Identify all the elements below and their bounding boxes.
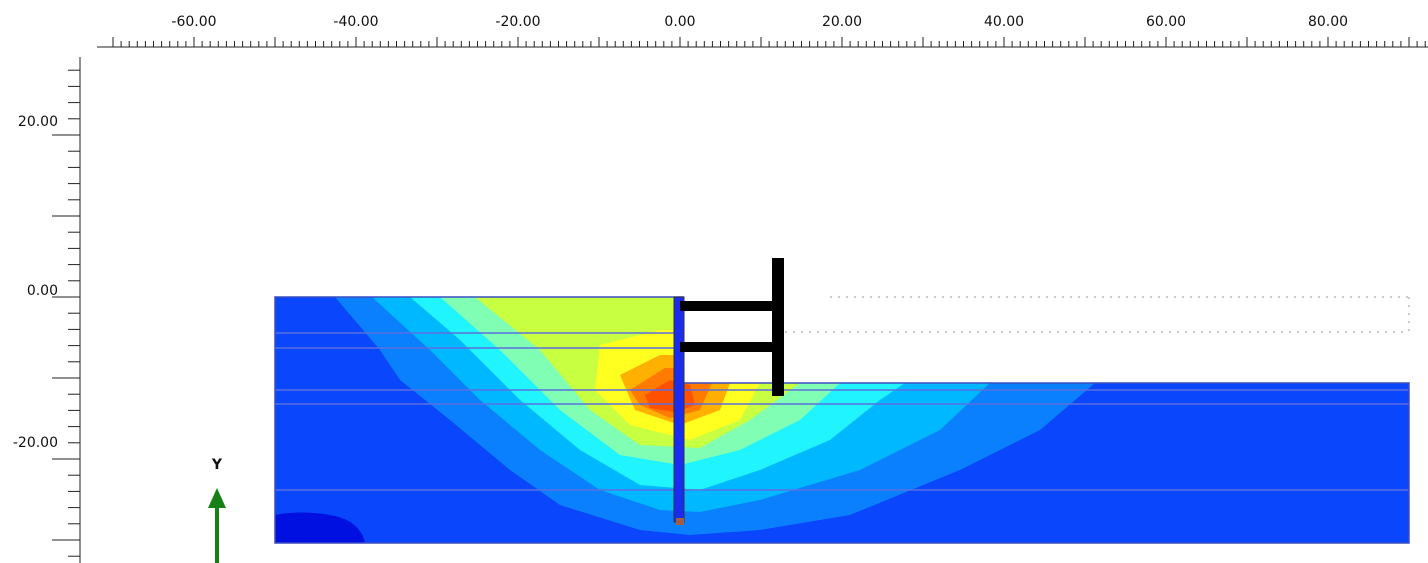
x-ruler-label: 60.00 [1146, 14, 1186, 30]
x-ruler-label: 0.00 [664, 14, 695, 30]
x-ruler-label: -20.00 [495, 14, 540, 30]
x-ruler-label: 40.00 [984, 14, 1024, 30]
excavated-outline [785, 296, 1410, 333]
diaphragm-wall [673, 296, 685, 523]
strut [680, 301, 778, 311]
axis-indicator: Y [208, 457, 226, 563]
retaining-beam [772, 258, 784, 396]
y-ruler-label: -20.00 [13, 435, 58, 451]
rulers: -60.00 -40.00 -20.00 0.00 20.00 40.00 60.00 80.… [13, 14, 1428, 563]
y-ruler-label: 0.00 [27, 283, 58, 299]
layer-boundaries [275, 332, 1409, 491]
y-arrow-head [208, 488, 226, 508]
x-ruler-label: -60.00 [171, 14, 216, 30]
x-ruler-label: 20.00 [822, 14, 862, 30]
soil-domain [274, 296, 1410, 544]
x-ruler-label: 80.00 [1308, 14, 1348, 30]
contour-min [275, 512, 365, 543]
strut [680, 342, 778, 352]
y-ruler-label: 20.00 [18, 114, 58, 130]
structure [673, 258, 784, 525]
wall-tip [676, 518, 684, 525]
axis-label: Y [211, 457, 223, 473]
x-ruler-label: -40.00 [333, 14, 378, 30]
